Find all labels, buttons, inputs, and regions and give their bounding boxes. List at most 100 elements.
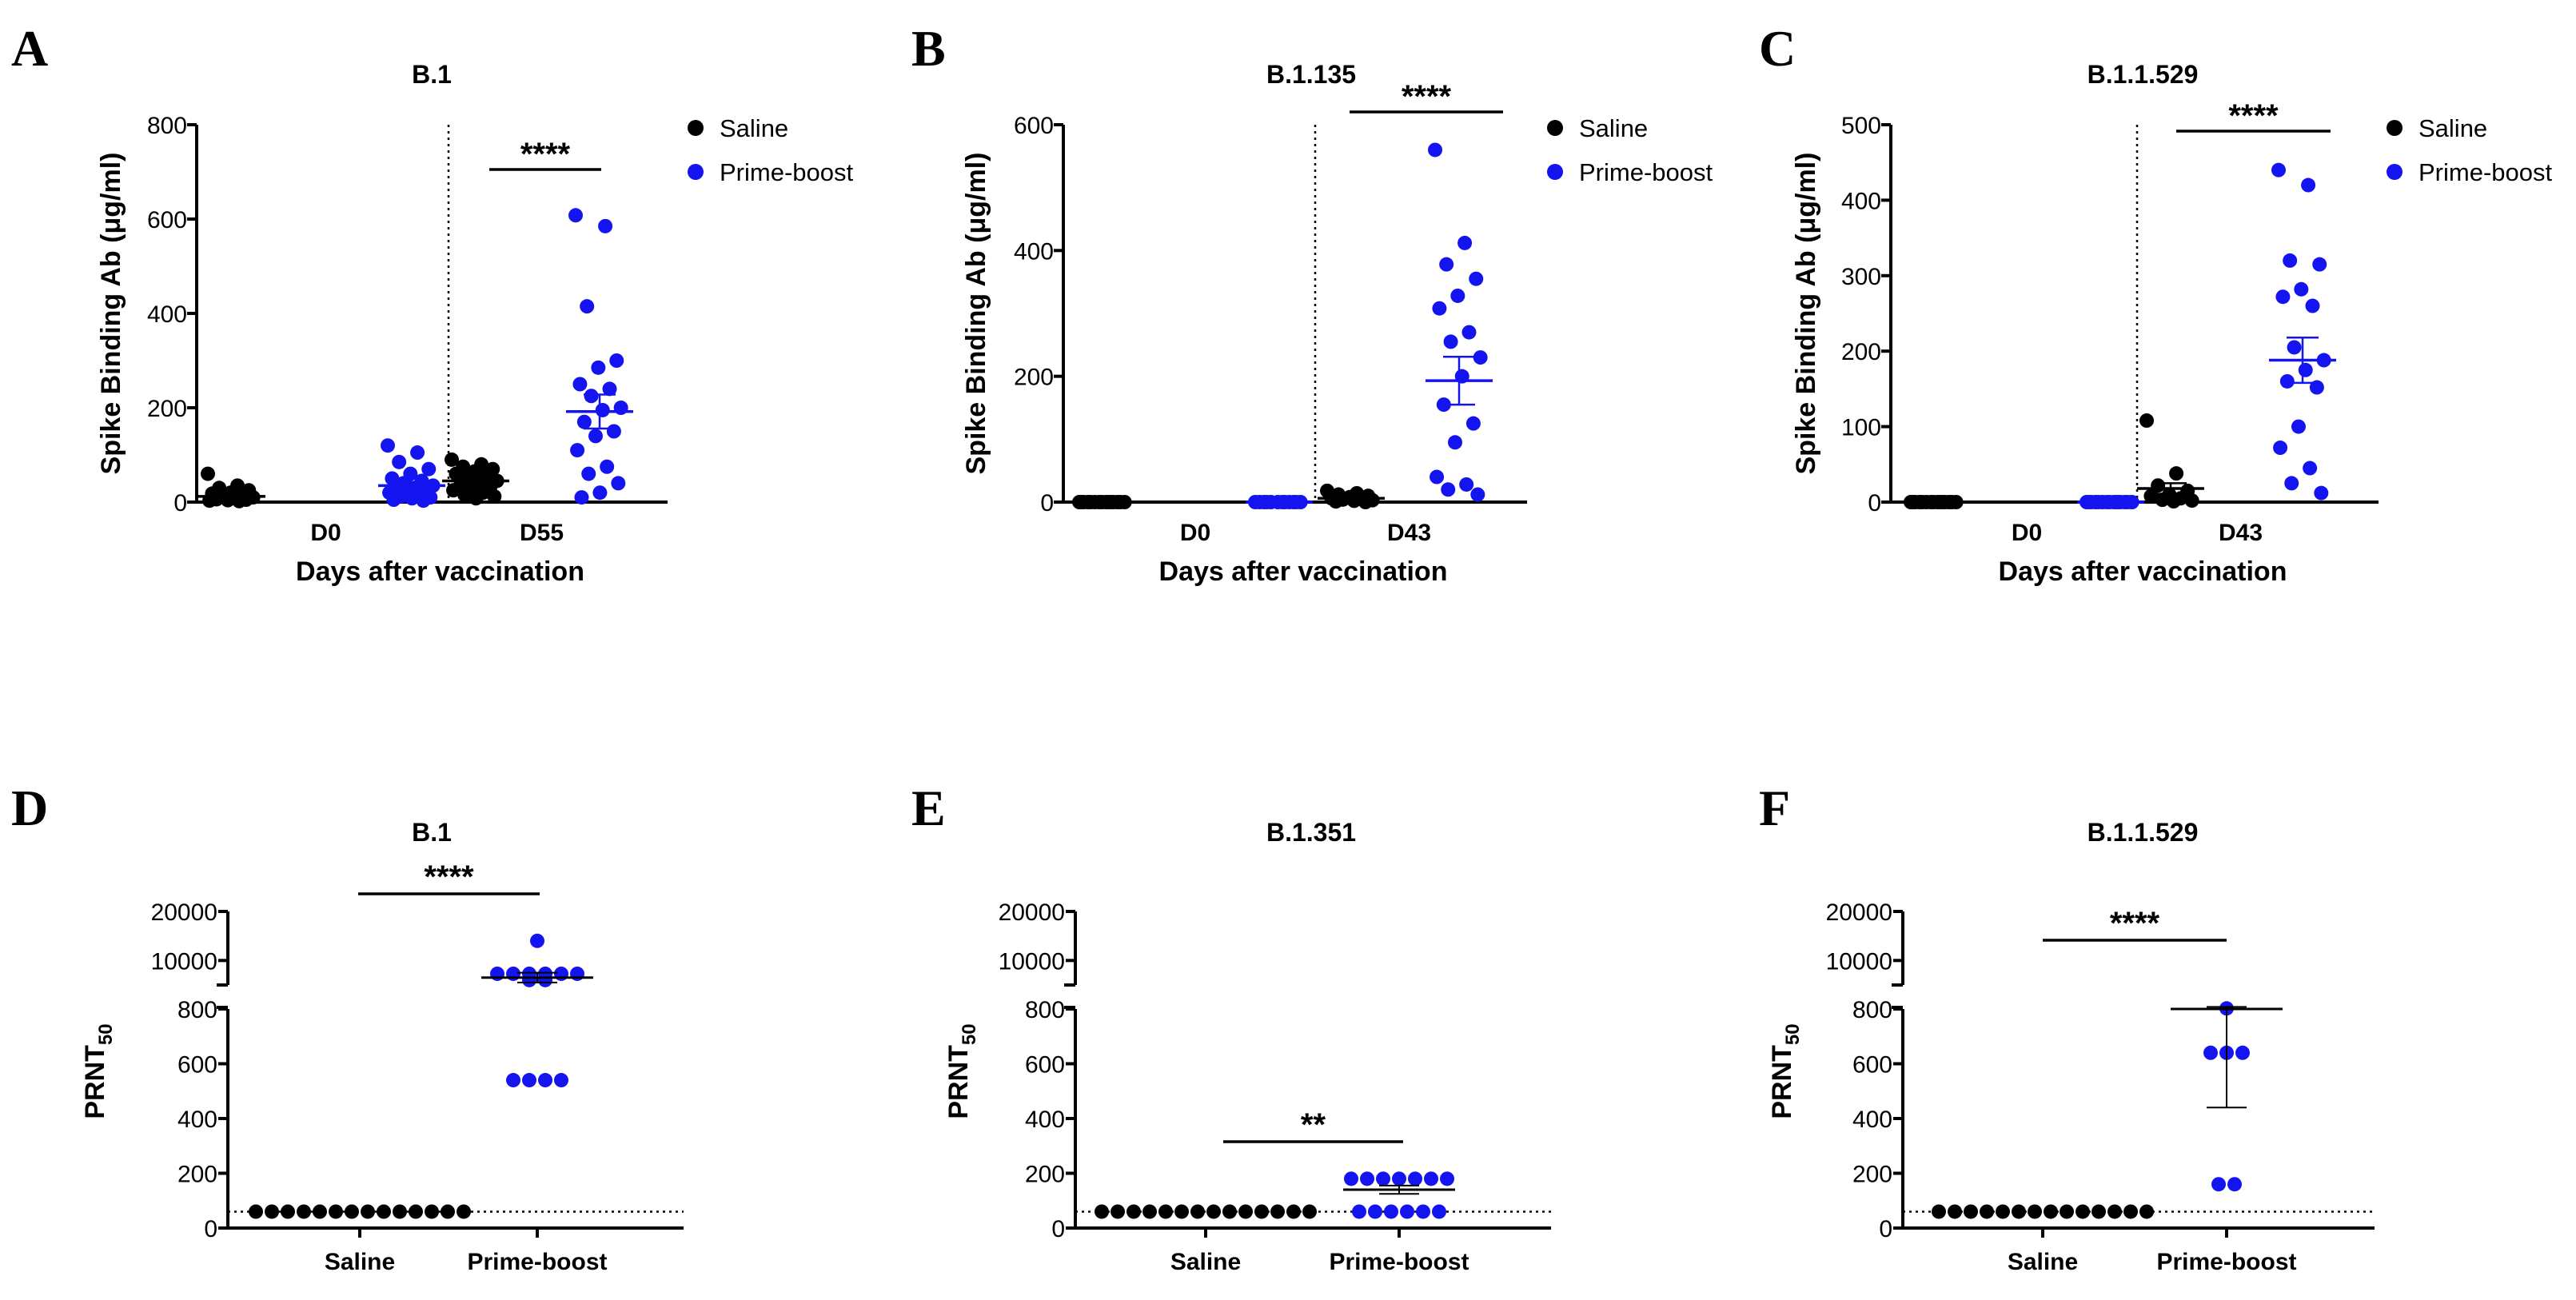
data-point-saline bbox=[377, 1204, 391, 1219]
data-point-prime-boost bbox=[506, 1073, 520, 1088]
y-tick-label: 400 bbox=[147, 301, 187, 328]
significance-label: **** bbox=[2228, 98, 2279, 134]
data-point-saline bbox=[487, 488, 502, 504]
data-point-saline bbox=[2123, 1204, 2138, 1219]
data-point-prime-boost bbox=[1432, 301, 1447, 316]
chart-title: B.1.1.529 bbox=[2088, 60, 2199, 89]
data-point-saline bbox=[446, 483, 461, 498]
legend-label-saline: Saline bbox=[720, 114, 788, 142]
data-point-saline bbox=[1996, 1204, 2010, 1219]
data-point-prime-boost bbox=[1384, 1204, 1398, 1219]
y-axis-label-subscript: 50 bbox=[959, 1023, 980, 1045]
chart-panel-e: B.1.351 0 200 400 600 800 10000 20000 PRNT50 Sali… bbox=[943, 818, 1551, 1275]
data-point-prime-boost bbox=[2298, 362, 2313, 377]
data-point-prime-boost bbox=[2314, 485, 2329, 500]
y-tick-label: 0 bbox=[1040, 490, 1054, 516]
x-tick-label: Prime-boost bbox=[1329, 1249, 1469, 1275]
chart-panel-d: B.1 0 200 400 600 800 10000 20000 PRNT50 Saline Pr… bbox=[80, 818, 684, 1275]
data-point-saline bbox=[2166, 494, 2181, 509]
data-point-saline bbox=[457, 488, 473, 503]
data-point-saline bbox=[345, 1204, 359, 1219]
x-axis-label: Days after vaccination bbox=[1999, 556, 2287, 587]
data-point-prime-boost bbox=[1428, 142, 1442, 158]
timepoint-label: D0 bbox=[2012, 520, 2042, 546]
data-point-prime-boost bbox=[609, 353, 624, 368]
data-point-prime-boost bbox=[381, 438, 395, 453]
data-point-saline bbox=[1254, 1204, 1269, 1219]
y-tick-label: 600 bbox=[1025, 1052, 1065, 1079]
data-point-prime-boost bbox=[1443, 334, 1458, 349]
legend-marker-saline bbox=[688, 120, 704, 136]
data-point-prime-boost bbox=[2284, 476, 2299, 491]
data-point-prime-boost bbox=[584, 389, 599, 404]
significance-label: **** bbox=[424, 859, 474, 895]
timepoint-label: D55 bbox=[520, 520, 564, 546]
data-point-saline bbox=[1932, 1204, 1946, 1219]
legend-marker-saline bbox=[1547, 120, 1563, 136]
data-point-prime-boost bbox=[2227, 1177, 2242, 1192]
y-tick-label: 20000 bbox=[151, 899, 217, 926]
data-point-prime-boost bbox=[1470, 487, 1485, 502]
panel-label-a: A bbox=[11, 20, 48, 77]
data-point-saline bbox=[2184, 493, 2199, 508]
y-tick-label: 800 bbox=[177, 997, 217, 1023]
data-point-prime-boost bbox=[570, 443, 585, 458]
data-point-saline bbox=[281, 1204, 295, 1219]
timepoint-label: D43 bbox=[1387, 520, 1431, 546]
significance-label: ** bbox=[1301, 1107, 1326, 1142]
data-point-saline bbox=[445, 452, 459, 467]
data-point-prime-boost bbox=[2203, 1045, 2218, 1060]
data-point-saline bbox=[313, 1204, 327, 1219]
data-point-prime-boost bbox=[2275, 289, 2291, 305]
data-point-prime-boost bbox=[595, 402, 610, 417]
data-point-prime-boost bbox=[1469, 271, 1484, 286]
y-tick-label: 400 bbox=[1025, 1107, 1065, 1133]
data-point-prime-boost bbox=[2283, 253, 2298, 268]
data-point-saline bbox=[265, 1204, 279, 1219]
y-tick-label: 400 bbox=[1841, 188, 1881, 214]
chart-panel-c: B.1.1.529 0 100 200 300 400 500 D0 D43 Days after… bbox=[1791, 60, 2552, 587]
data-point-prime-boost bbox=[598, 218, 613, 233]
data-point-prime-boost bbox=[522, 972, 536, 987]
y-tick-label: 300 bbox=[1841, 264, 1881, 290]
y-tick-label: 600 bbox=[147, 207, 187, 233]
y-axis-label: PRNT50 bbox=[943, 1023, 980, 1119]
data-point-saline bbox=[2155, 492, 2170, 508]
data-point-saline bbox=[1286, 1204, 1301, 1219]
data-point-prime-boost bbox=[2301, 177, 2316, 193]
data-point-saline bbox=[2076, 1204, 2090, 1219]
legend-label-prime-boost: Prime-boost bbox=[720, 158, 853, 186]
data-point-prime-boost bbox=[2305, 298, 2320, 313]
data-point-saline bbox=[329, 1204, 343, 1219]
y-axis-label-main: PRNT bbox=[80, 1045, 110, 1119]
data-point-saline bbox=[1222, 1204, 1237, 1219]
legend-marker-prime-boost bbox=[2387, 164, 2403, 180]
data-point-prime-boost bbox=[1392, 1171, 1406, 1186]
y-tick-label: 200 bbox=[1014, 365, 1054, 391]
panel-label-c: C bbox=[1759, 20, 1796, 77]
legend-label-prime-boost: Prime-boost bbox=[1579, 158, 1713, 186]
legend-marker-saline bbox=[2387, 120, 2403, 136]
legend-marker-prime-boost bbox=[1547, 164, 1563, 180]
y-tick-label: 400 bbox=[1014, 238, 1054, 265]
y-tick-label: 20000 bbox=[999, 899, 1065, 926]
data-point-prime-boost bbox=[421, 461, 437, 477]
data-point-saline bbox=[1158, 1204, 1173, 1219]
y-tick-label: 0 bbox=[204, 1216, 217, 1242]
y-axis-label-subscript: 50 bbox=[1782, 1023, 1804, 1045]
panel-label-f: F bbox=[1759, 780, 1790, 836]
data-point-prime-boost bbox=[1368, 1204, 1382, 1219]
y-axis-label: Spike Binding Ab (μg/ml) bbox=[1791, 153, 1821, 475]
data-point-prime-boost bbox=[1461, 325, 1477, 340]
y-tick-label: 600 bbox=[177, 1052, 217, 1079]
data-point-saline bbox=[1190, 1204, 1205, 1219]
chart-title: B.1 bbox=[412, 818, 452, 847]
data-point-prime-boost bbox=[1408, 1171, 1422, 1186]
data-point-prime-boost bbox=[568, 208, 583, 223]
data-point-prime-boost bbox=[1416, 1204, 1430, 1219]
data-point-prime-boost bbox=[1473, 350, 1488, 365]
chart-title: B.1 bbox=[412, 60, 452, 89]
data-point-saline bbox=[2107, 1204, 2122, 1219]
data-point-saline bbox=[2044, 1204, 2058, 1219]
chart-title: B.1.351 bbox=[1266, 818, 1356, 847]
